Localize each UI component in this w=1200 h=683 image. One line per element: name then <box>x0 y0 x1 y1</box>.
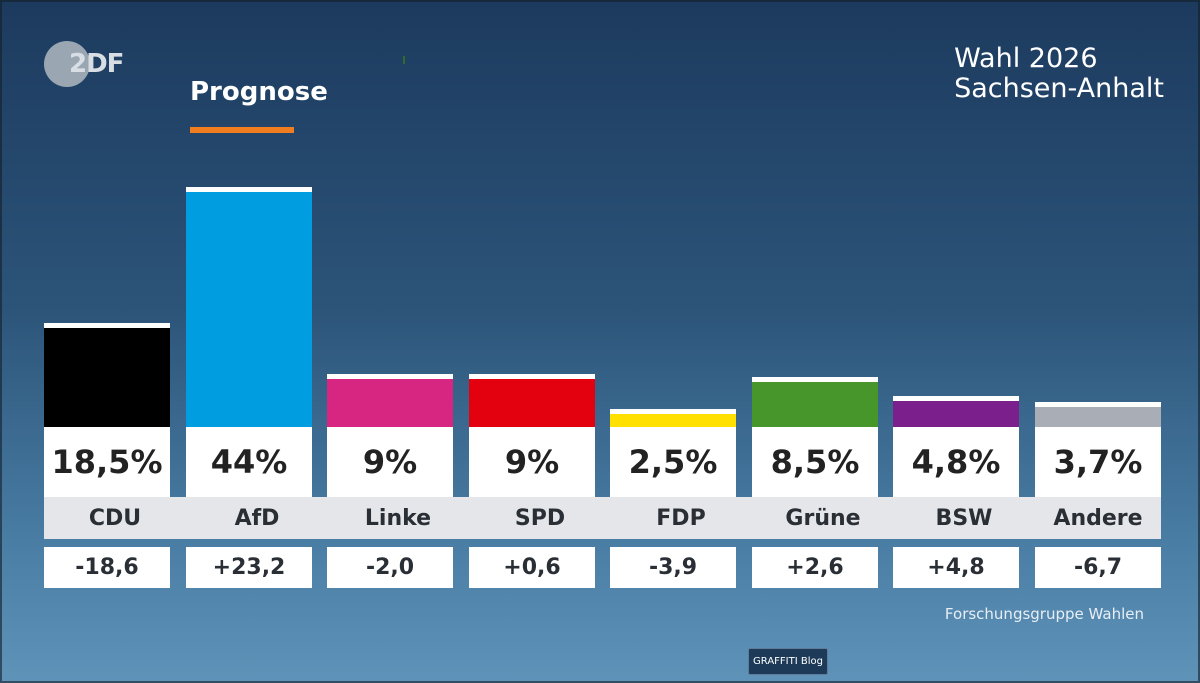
value-label-andere: 3,7% <box>1035 427 1161 497</box>
change-label-grüne: +2,6 <box>752 547 878 588</box>
category-label-fdp: FDP <box>610 497 752 539</box>
category-label-andere: Andere <box>1035 497 1161 539</box>
value-label-afd: 44% <box>186 427 312 497</box>
title-line-1: Wahl 2026 <box>954 43 1098 74</box>
value-label-bsw: 4,8% <box>893 427 1019 497</box>
value-label-linke: 9% <box>327 427 453 497</box>
bar-cap-spd <box>469 373 595 379</box>
category-label-spd: SPD <box>469 497 611 539</box>
category-label-cdu: CDU <box>44 497 186 539</box>
change-label-linke: -2,0 <box>327 547 453 588</box>
title-block: Wahl 2026 Sachsen-Anhalt <box>954 44 1164 104</box>
bar-cap-cdu <box>44 323 170 329</box>
bar-cap-bsw <box>893 396 1019 402</box>
value-label-spd: 9% <box>469 427 595 497</box>
change-label-afd: +23,2 <box>186 547 312 588</box>
change-label-cdu: -18,6 <box>44 547 170 588</box>
change-label-bsw: +4,8 <box>893 547 1019 588</box>
bar-cap-afd <box>186 186 312 192</box>
bar-linke <box>327 378 453 427</box>
bar-cdu <box>44 328 170 427</box>
value-label-cdu: 18,5% <box>44 427 170 497</box>
category-label-afd: AfD <box>186 497 328 539</box>
section-title: Prognose <box>190 77 328 107</box>
section-title-underline <box>190 127 294 133</box>
bar-cap-andere <box>1035 402 1161 408</box>
bar-bsw <box>893 401 1019 427</box>
bar-afd <box>186 191 312 427</box>
bar-grüne <box>752 381 878 427</box>
bar-fdp <box>610 413 736 427</box>
title-line-2: Sachsen-Anhalt <box>954 73 1164 104</box>
category-label-bsw: BSW <box>893 497 1035 539</box>
watermark-badge: GRAFFITI Blog <box>748 648 828 675</box>
bar-andere <box>1035 407 1161 427</box>
value-label-grüne: 8,5% <box>752 427 878 497</box>
bar-cap-grüne <box>752 376 878 382</box>
bar-cap-linke <box>327 373 453 379</box>
decorative-mark <box>403 56 405 64</box>
source-credit: Forschungsgruppe Wahlen <box>944 605 1144 623</box>
category-label-grüne: Grüne <box>752 497 894 539</box>
bar-cap-fdp <box>610 408 736 414</box>
bar-spd <box>469 378 595 427</box>
change-label-fdp: -3,9 <box>610 547 736 588</box>
value-label-fdp: 2,5% <box>610 427 736 497</box>
zdf-logo: 2DF <box>44 41 124 87</box>
zdf-logo-text: 2DF <box>69 49 124 79</box>
category-label-linke: Linke <box>327 497 469 539</box>
change-label-spd: +0,6 <box>469 547 595 588</box>
change-label-andere: -6,7 <box>1035 547 1161 588</box>
